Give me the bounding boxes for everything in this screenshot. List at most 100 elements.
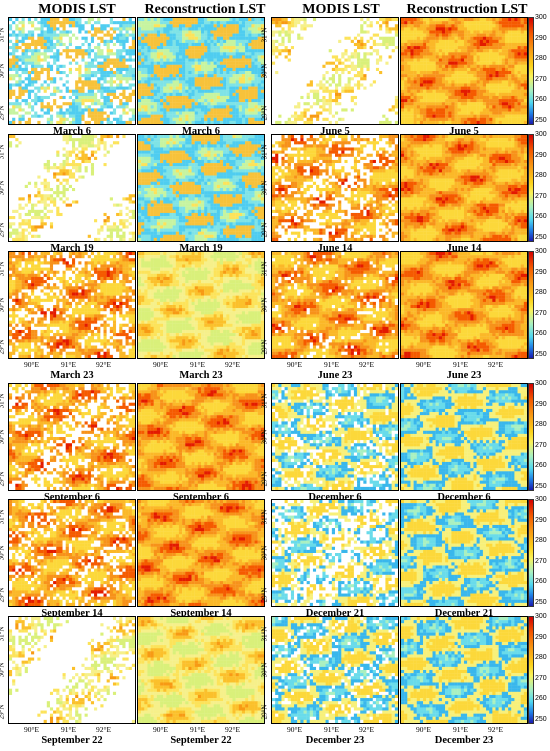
latitude-label: 30°N (260, 546, 268, 561)
longitude-label: 92°E (488, 360, 503, 369)
colorbar-tick-label: 300 (535, 613, 547, 620)
latitude-label: 31°N (0, 394, 5, 409)
date-caption: March 23 (134, 370, 268, 381)
longitude-label: 91°E (190, 725, 205, 734)
colorbar-tick-label: 290 (535, 152, 547, 159)
heat-map-image (9, 18, 135, 124)
longitude-label: 91°E (61, 360, 76, 369)
colorbar-tick-label: 280 (535, 654, 547, 661)
colorbar-tick-label: 260 (535, 462, 547, 469)
latitude-label: 31°N (260, 510, 268, 525)
longitude-label: 90°E (24, 725, 39, 734)
heat-map-image (9, 617, 135, 723)
colorbar-tick-label: 260 (535, 695, 547, 702)
colorbar-tick-label: 260 (535, 96, 547, 103)
header-modis-right: MODIS LST (276, 2, 406, 18)
longitude-label: 92°E (225, 360, 240, 369)
heat-map-image (272, 135, 398, 241)
longitude-label: 91°E (453, 725, 468, 734)
latitude-label: 31°N (260, 145, 268, 160)
latitude-label: 31°N (0, 627, 5, 642)
date-caption: March 6 (5, 126, 139, 137)
longitude-label: 90°E (24, 360, 39, 369)
heat-map-image (401, 252, 527, 358)
colorbar-tick-label: 270 (535, 76, 547, 83)
colorbar-tick-label: 290 (535, 401, 547, 408)
latitude-label: 29°N (260, 106, 268, 121)
colorbar-tick-label: 250 (535, 234, 547, 241)
colorbar-tick-label: 250 (535, 599, 547, 606)
heat-map-image (272, 252, 398, 358)
latitude-label: 29°N (0, 106, 5, 121)
longitude-label: 90°E (287, 360, 302, 369)
lst-map-panel (271, 17, 399, 125)
lst-map-panel (8, 251, 136, 359)
colorbar (528, 616, 534, 724)
longitude-label: 91°E (324, 725, 339, 734)
lst-map-panel (271, 134, 399, 242)
date-caption: June 23 (397, 370, 531, 381)
heat-map-image (138, 135, 264, 241)
date-caption: September 22 (5, 735, 139, 746)
lst-map-panel (400, 134, 528, 242)
date-caption: June 5 (268, 126, 402, 137)
date-caption: March 19 (5, 243, 139, 254)
date-caption: December 21 (268, 608, 402, 619)
longitude-label: 90°E (153, 725, 168, 734)
colorbar-tick-label: 290 (535, 517, 547, 524)
heat-map-image (9, 135, 135, 241)
heat-map-image (401, 500, 527, 606)
colorbar-tick-label: 270 (535, 442, 547, 449)
colorbar-tick-label: 260 (535, 578, 547, 585)
latitude-label: 30°N (0, 64, 5, 79)
longitude-label: 91°E (453, 360, 468, 369)
latitude-label: 30°N (0, 546, 5, 561)
heat-map-image (9, 384, 135, 490)
lst-map-panel (137, 499, 265, 607)
colorbar-tick-label: 300 (535, 248, 547, 255)
colorbar-tick-label: 280 (535, 172, 547, 179)
colorbar-tick-label: 250 (535, 351, 547, 358)
colorbar-tick-label: 270 (535, 310, 547, 317)
lst-map-panel (271, 383, 399, 491)
heat-map-image (272, 384, 398, 490)
colorbar-tick-label: 260 (535, 213, 547, 220)
heat-map-image (138, 384, 264, 490)
latitude-label: 29°N (260, 705, 268, 720)
lst-map-panel (137, 616, 265, 724)
colorbar-tick-label: 250 (535, 716, 547, 723)
latitude-label: 31°N (0, 262, 5, 277)
latitude-label: 30°N (0, 181, 5, 196)
header-recon-right: Reconstruction LST (402, 2, 532, 18)
colorbar-tick-label: 280 (535, 421, 547, 428)
latitude-label: 31°N (260, 627, 268, 642)
colorbar-tick-label: 300 (535, 496, 547, 503)
latitude-label: 30°N (260, 181, 268, 196)
date-caption: December 6 (397, 492, 531, 503)
lst-map-panel (137, 383, 265, 491)
colorbar-tick-label: 250 (535, 483, 547, 490)
date-caption: March 23 (5, 370, 139, 381)
date-caption: December 23 (268, 735, 402, 746)
lst-map-panel (137, 251, 265, 359)
longitude-label: 90°E (287, 725, 302, 734)
lst-map-panel (271, 499, 399, 607)
lst-map-panel (271, 251, 399, 359)
longitude-label: 90°E (416, 360, 431, 369)
heat-map-image (9, 252, 135, 358)
header-recon-left: Reconstruction LST (140, 2, 270, 18)
colorbar-tick-label: 290 (535, 634, 547, 641)
date-caption: June 5 (397, 126, 531, 137)
latitude-label: 30°N (260, 64, 268, 79)
longitude-label: 91°E (324, 360, 339, 369)
lst-map-panel (400, 251, 528, 359)
latitude-label: 29°N (260, 472, 268, 487)
date-caption: March 19 (134, 243, 268, 254)
longitude-label: 92°E (359, 725, 374, 734)
longitude-label: 91°E (190, 360, 205, 369)
longitude-label: 90°E (153, 360, 168, 369)
heat-map-image (138, 18, 264, 124)
longitude-label: 92°E (488, 725, 503, 734)
heat-map-image (272, 500, 398, 606)
latitude-label: 30°N (260, 663, 268, 678)
